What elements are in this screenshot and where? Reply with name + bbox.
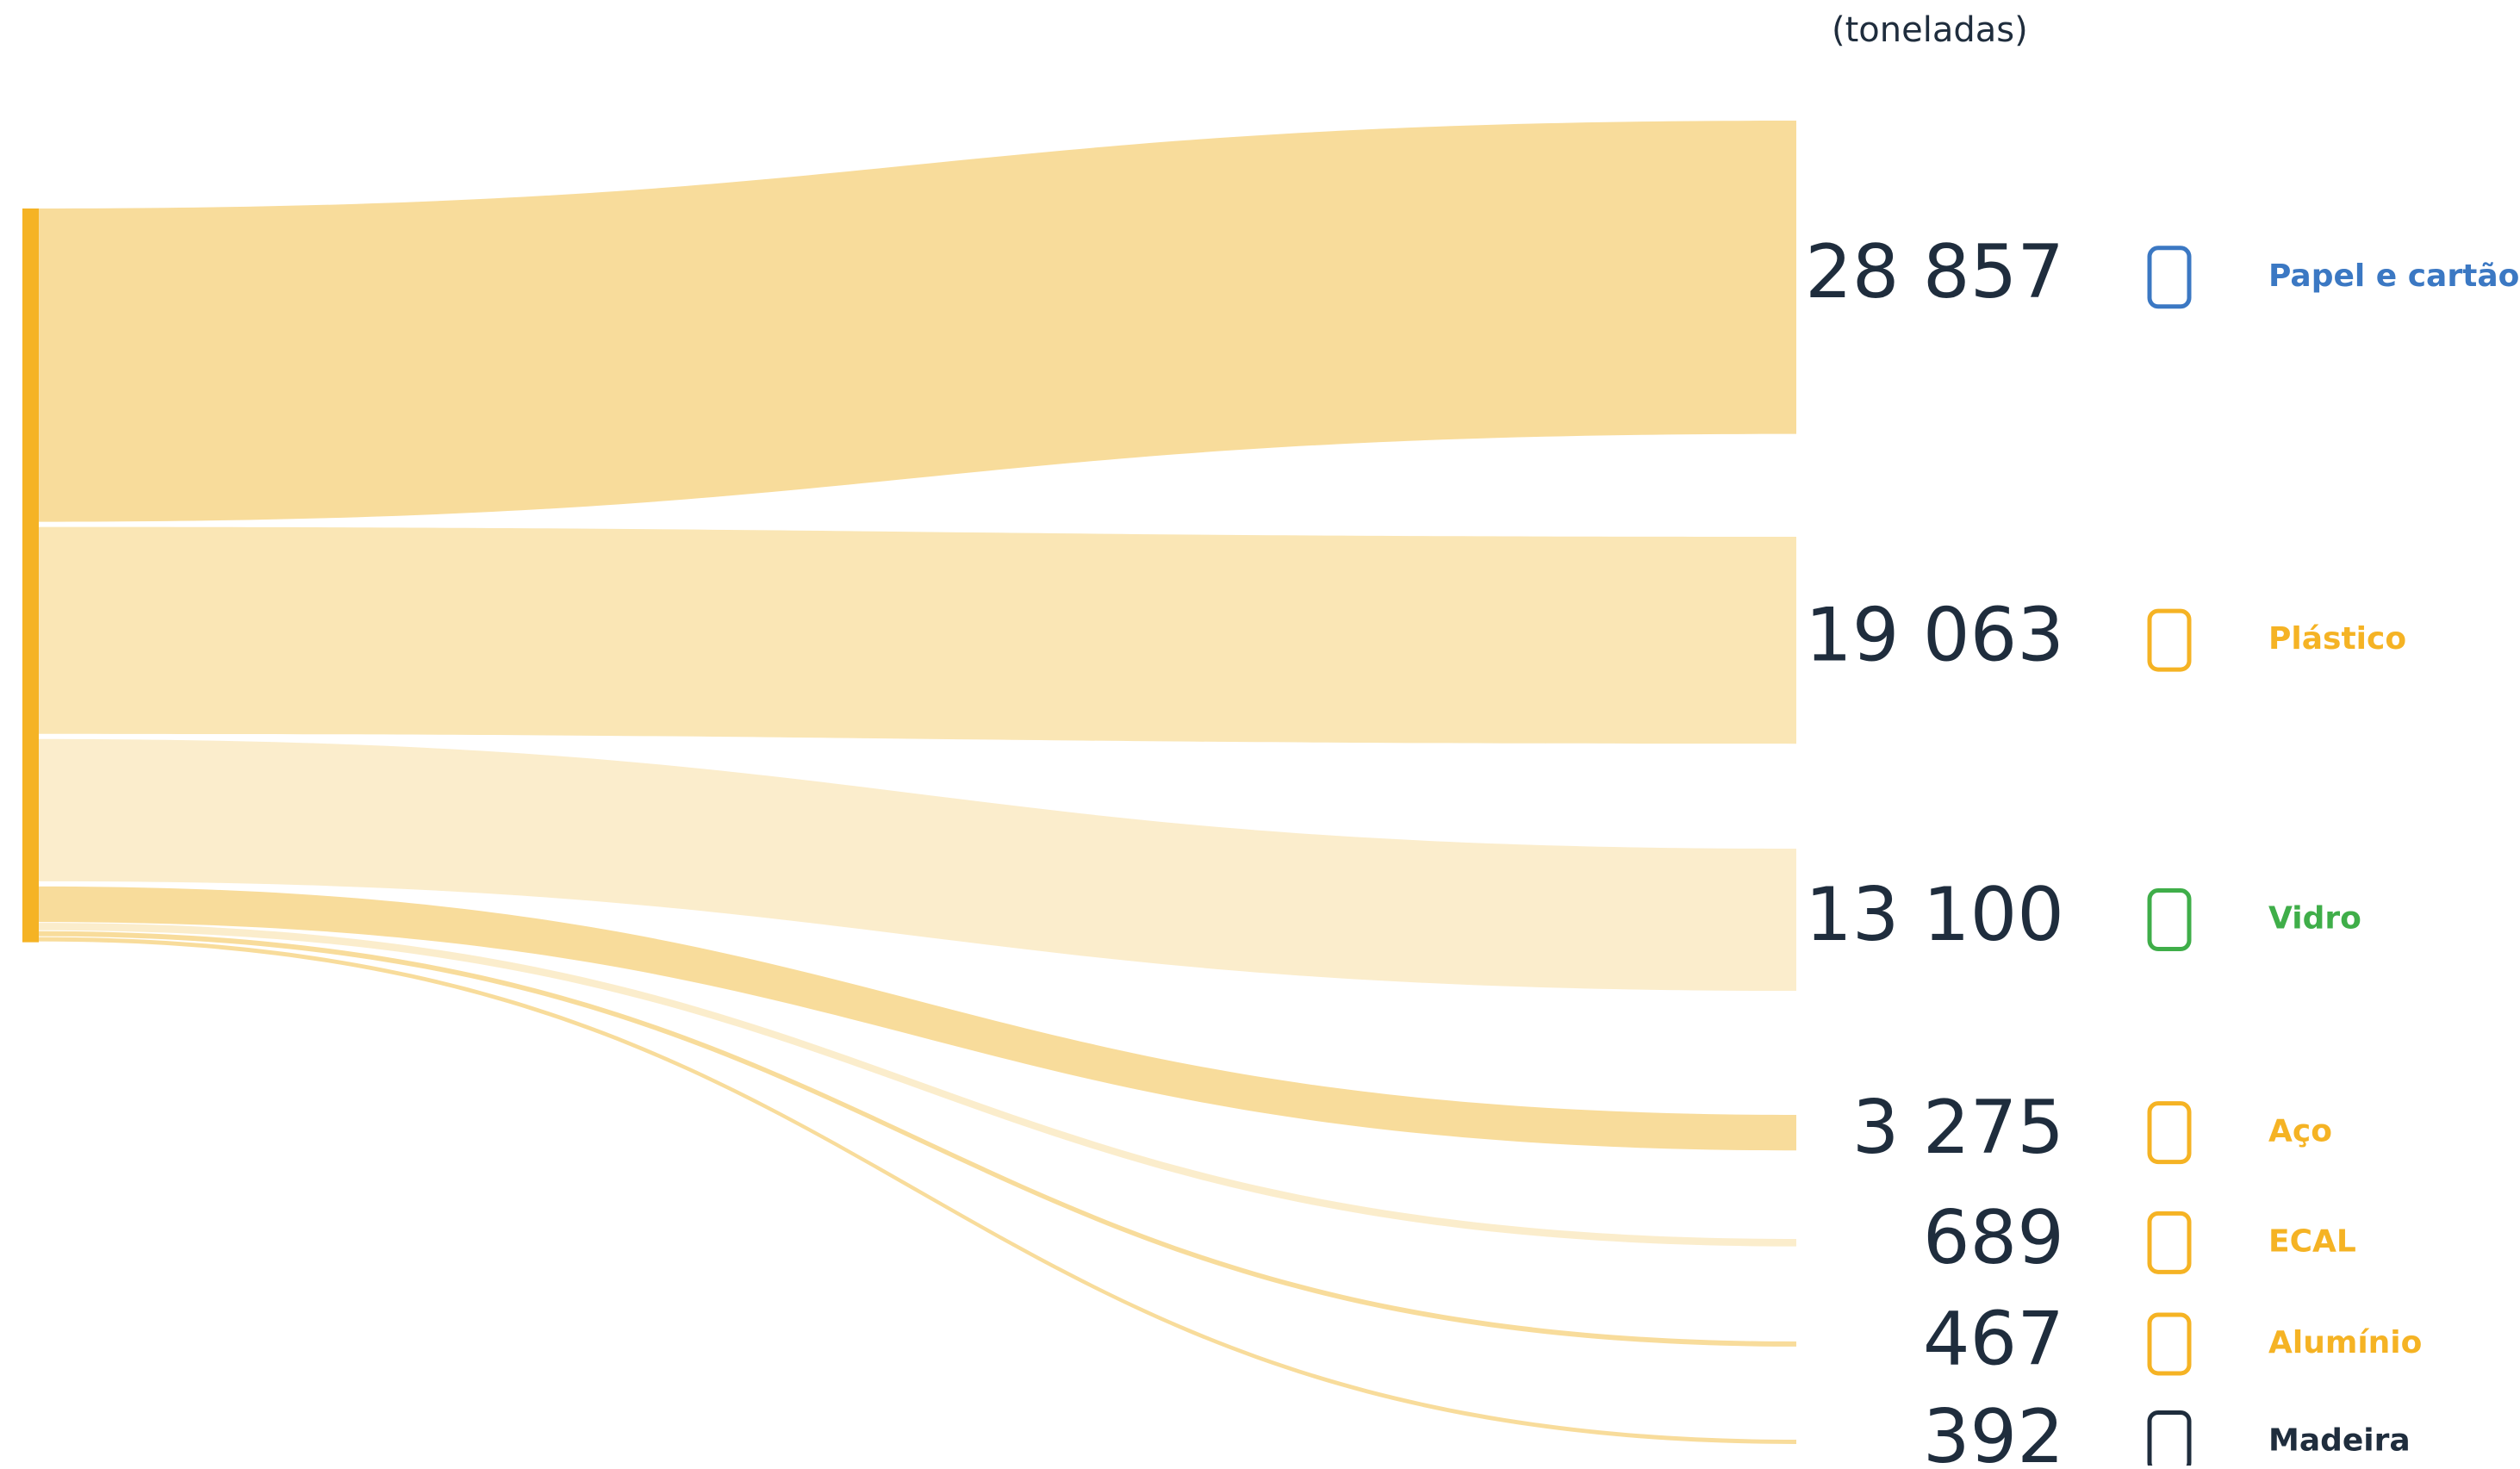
value-label: 13 100 — [1805, 872, 2064, 958]
flow — [39, 937, 1796, 1444]
value-label: 28 857 — [1805, 229, 2064, 315]
flow — [39, 738, 1796, 992]
category-icon — [2147, 1211, 2192, 1274]
value-label: 3 275 — [1852, 1085, 2064, 1171]
flow — [39, 526, 1796, 744]
category-label: Alumínio — [2268, 1325, 2422, 1360]
category-label: ECAL — [2268, 1223, 2356, 1259]
value-label: 392 — [1923, 1394, 2064, 1466]
category-label: Papel e cartão — [2268, 258, 2519, 294]
category-icon — [2147, 1101, 2192, 1165]
value-label: 689 — [1923, 1195, 2064, 1281]
flow — [39, 931, 1796, 1347]
category-icon — [2147, 608, 2192, 672]
category-label: Madeira — [2268, 1422, 2411, 1458]
flow — [39, 121, 1796, 522]
category-label: Vidro — [2268, 901, 2361, 937]
source-node — [22, 209, 39, 943]
flow — [39, 886, 1796, 1151]
unit-label: (toneladas) — [1832, 10, 2028, 50]
category-icon — [2147, 246, 2192, 309]
category-icon — [2147, 1410, 2192, 1469]
flow — [39, 923, 1796, 1247]
category-label: Plástico — [2268, 621, 2406, 657]
category-icon — [2147, 888, 2192, 952]
value-label: 19 063 — [1805, 593, 2064, 679]
category-label: Aço — [2268, 1114, 2332, 1149]
value-label: 467 — [1923, 1296, 2064, 1382]
category-icon — [2147, 1312, 2192, 1376]
